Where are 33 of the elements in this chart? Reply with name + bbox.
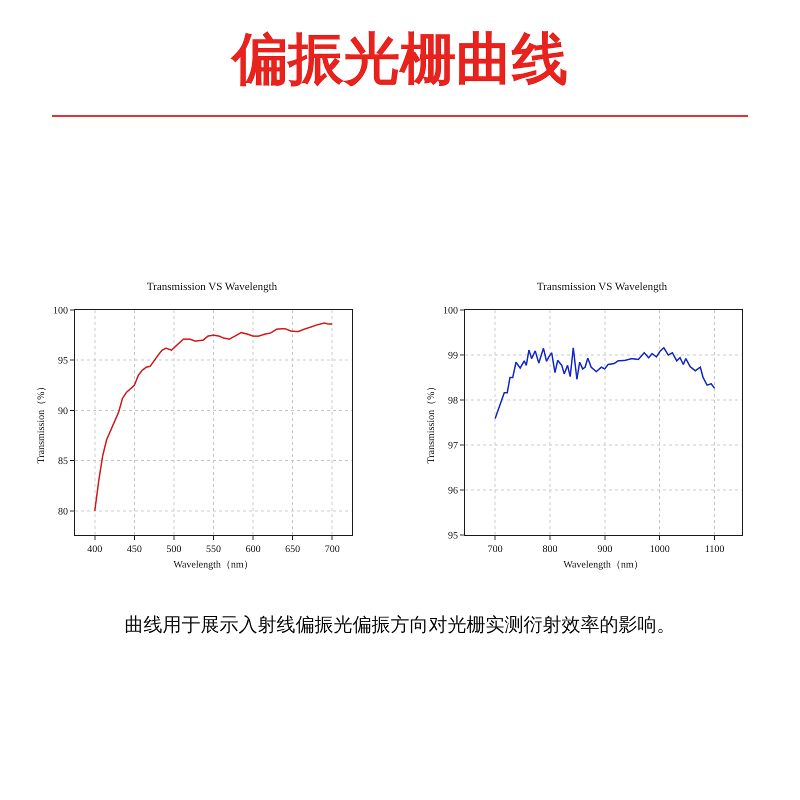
x-tick-label: 650 (285, 544, 300, 555)
text: 偏振光栅曲线 (230, 26, 569, 94)
y-tick-label: 90 (58, 406, 68, 417)
chart-title: Transmission VS Wavelength (536, 281, 668, 294)
y-tick-label: 85 (58, 456, 68, 468)
y-tick-label: 95 (58, 356, 68, 367)
x-tick-label: 700 (324, 544, 340, 555)
y-tick-label: 99 (448, 350, 458, 362)
y-tick-label: 100 (53, 306, 68, 316)
chart-title: Transmission VS Wavelength (146, 281, 278, 294)
x-axis-title: Wavelength（nm） (173, 560, 254, 570)
x-tick-label: 1000 (650, 544, 670, 555)
y-axis-title: Transmission（%） (36, 382, 47, 464)
x-tick-label: 800 (542, 544, 558, 555)
y-axis-title: Transmission（%） (426, 382, 437, 464)
line-series (494, 347, 716, 420)
x-tick-label: 450 (126, 544, 142, 555)
x-tick-label: 1100 (704, 544, 724, 555)
line-series (94, 322, 333, 512)
x-tick-label: 400 (87, 544, 102, 555)
x-tick-label: 500 (166, 544, 182, 555)
text: 曲线用于展示入射线偏振光偏振方向对光栅实测衍射效率的影响。 (124, 613, 676, 638)
y-tick-label: 100 (443, 306, 458, 316)
x-axis-title: Wavelength（nm） (563, 560, 644, 570)
y-tick-label: 98 (448, 396, 458, 406)
y-tick-label: 96 (448, 486, 458, 496)
y-tick-label: 80 (58, 506, 68, 518)
x-tick-label: 900 (597, 544, 612, 555)
x-tick-label: 550 (206, 544, 221, 555)
y-tick-label: 95 (448, 530, 458, 542)
x-tick-label: 600 (246, 544, 261, 555)
x-tick-label: 700 (488, 544, 503, 555)
y-tick-label: 97 (448, 440, 458, 452)
